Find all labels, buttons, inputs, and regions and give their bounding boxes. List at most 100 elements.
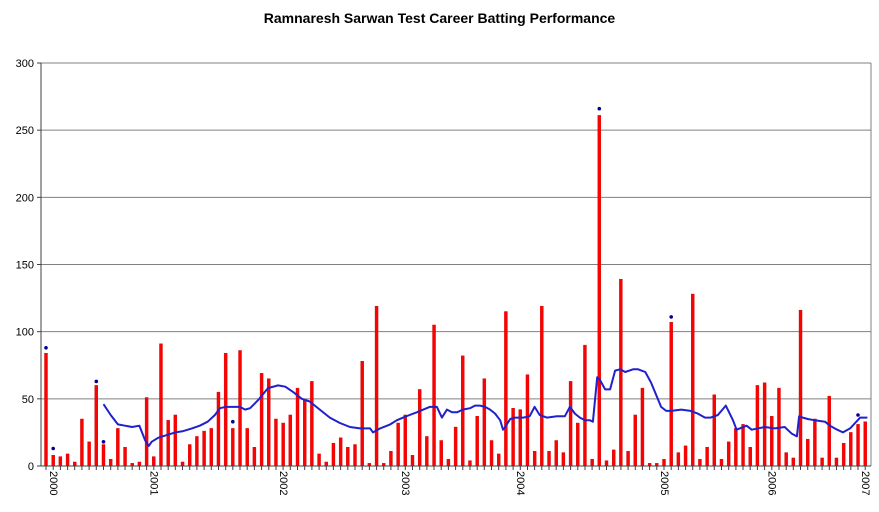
x-year-label: 2000 [47, 471, 59, 495]
innings-bar [202, 430, 206, 467]
innings-bar [497, 453, 501, 467]
innings-bar [101, 444, 106, 467]
innings-bar [784, 452, 788, 467]
innings-bar [281, 422, 285, 467]
innings-bar [396, 422, 400, 467]
innings-bar [540, 305, 544, 467]
y-axis-labels: 0 50 100 150 200 250 300 [16, 58, 34, 473]
innings-bar [475, 416, 479, 467]
innings-bar [417, 389, 422, 467]
innings-bar [633, 414, 637, 467]
innings-bar [468, 460, 472, 467]
innings-bar [849, 432, 853, 467]
innings-bar [604, 460, 609, 467]
innings-bar [482, 378, 487, 467]
not-out-dot [51, 446, 55, 451]
not-out-dot [94, 379, 99, 384]
y-tick-label: 0 [28, 461, 34, 473]
x-year-label: 2006 [766, 471, 778, 495]
innings-bar [80, 418, 84, 467]
innings-bar [590, 459, 594, 467]
innings-bar [209, 428, 213, 467]
innings-bar [489, 440, 494, 467]
not-out-dot [231, 419, 235, 424]
average-line [102, 368, 868, 447]
innings-bar [58, 456, 63, 467]
innings-bar [267, 378, 271, 467]
x-axis-labels: 2000 2001 2002 2003 2004 2005 2006 2007 [47, 471, 871, 495]
innings-bar [734, 428, 738, 467]
innings-bar [310, 381, 314, 467]
innings-bar [116, 428, 120, 467]
innings-bar [87, 441, 91, 467]
innings-bar [770, 416, 774, 467]
innings-bar [360, 361, 364, 467]
innings-bar [439, 440, 443, 467]
innings-bar [331, 442, 336, 467]
innings-bar [195, 436, 199, 467]
innings-bar [51, 455, 55, 467]
not-out-dot [101, 440, 106, 444]
innings-bar [432, 324, 436, 467]
innings-bar [389, 451, 393, 467]
innings-bar [712, 394, 716, 467]
innings-bar [166, 420, 170, 467]
innings-bar [827, 395, 831, 467]
innings-bar [597, 115, 602, 467]
innings-bar [123, 446, 127, 467]
innings-bar [152, 456, 156, 467]
innings-bar [841, 442, 846, 467]
innings-bar [353, 444, 357, 467]
y-tick-label: 200 [16, 192, 34, 204]
x-year-label: 2005 [658, 471, 670, 495]
innings-bar [94, 385, 99, 467]
not-out-dot [597, 106, 602, 111]
innings-bar [317, 453, 321, 467]
not-out-dot [669, 315, 673, 319]
innings-bar [259, 373, 264, 467]
innings-bar [820, 457, 824, 467]
y-tick-label: 150 [16, 260, 34, 272]
innings-bar [180, 461, 185, 467]
innings-bar [44, 352, 48, 467]
innings-bar [813, 418, 817, 467]
innings-bar [231, 428, 235, 467]
innings-bar [173, 414, 178, 467]
innings-bar [662, 459, 666, 467]
innings-bar [252, 446, 257, 467]
innings-bar [410, 455, 415, 467]
innings-bar [159, 343, 163, 467]
x-year-label: 2001 [148, 471, 160, 495]
innings-bar [346, 446, 350, 467]
innings-bar [691, 293, 695, 467]
x-year-label: 2003 [399, 471, 411, 495]
innings-bar [295, 387, 300, 467]
innings-bar [705, 446, 709, 467]
innings-bar [532, 451, 537, 467]
x-year-label: 2007 [859, 471, 871, 495]
y-tick-label: 100 [16, 327, 34, 339]
innings-bar [856, 424, 860, 467]
innings-bar [303, 399, 307, 467]
y-tick-label: 50 [22, 394, 34, 406]
innings-bar [640, 387, 645, 467]
innings-bar [504, 311, 508, 467]
innings-bar [726, 441, 731, 467]
innings-bar [137, 461, 142, 467]
innings-bar [741, 424, 745, 467]
x-ticks [45, 466, 866, 470]
innings-bar [698, 459, 702, 467]
innings-bar [446, 459, 451, 467]
innings-bar [561, 452, 566, 467]
innings-bar [568, 381, 573, 467]
not-out-dots [44, 106, 860, 451]
innings-bars [44, 115, 867, 467]
innings-bar [425, 436, 429, 467]
innings-bar [762, 382, 767, 467]
innings-bar [863, 421, 867, 467]
y-tick-label: 300 [16, 58, 34, 70]
innings-bar [626, 451, 630, 467]
y-tick-label: 250 [16, 125, 34, 137]
innings-bar [547, 451, 551, 467]
